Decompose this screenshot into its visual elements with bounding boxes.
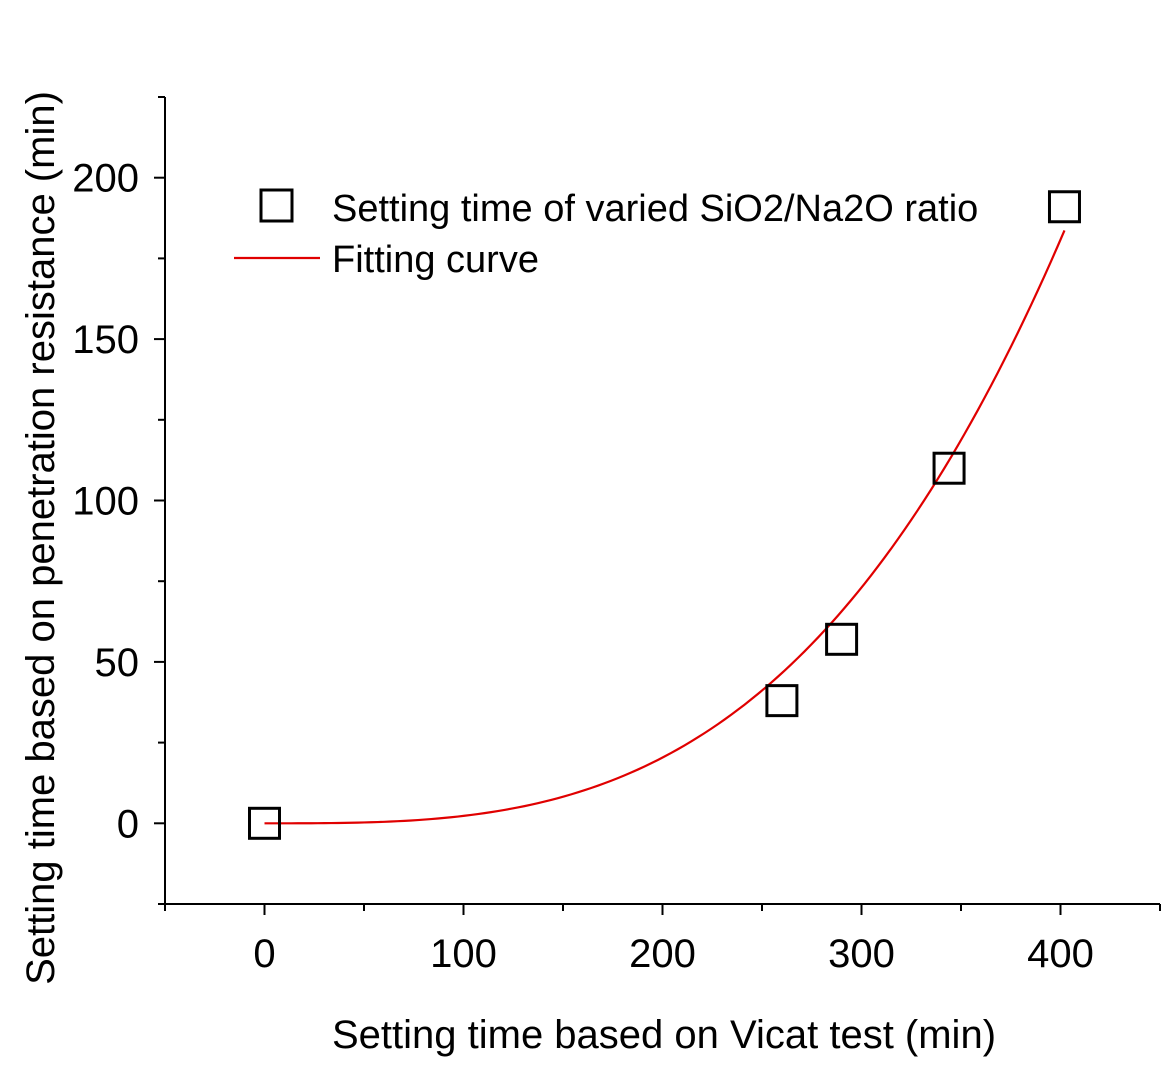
x-axis-title: Setting time based on Vicat test (min) (332, 1013, 996, 1057)
data-point-square (932, 451, 966, 485)
data-point-square (1047, 190, 1081, 224)
legend-marker-square (259, 188, 294, 223)
fitting-curve-group (264, 230, 1066, 825)
ticks-group: 0 100 200 300 400 0 50 100 150 200 (72, 96, 1161, 976)
data-point-square (825, 622, 859, 656)
y-tick-label: 50 (95, 641, 140, 685)
y-axis-title: Setting time based on penetration resist… (19, 91, 63, 985)
x-tick-label: 0 (253, 932, 275, 976)
data-points-group (248, 190, 1081, 840)
fitting-curve-line (264, 230, 1066, 825)
y-tick-label: 0 (117, 802, 139, 846)
data-point-square (765, 684, 799, 718)
x-tick-label: 100 (430, 932, 497, 976)
legend-label-fit: Fitting curve (332, 239, 539, 281)
x-tick-label: 200 (629, 932, 696, 976)
x-tick-label: 300 (828, 932, 895, 976)
legend: Setting time of varied SiO2/Na2O ratio F… (234, 188, 978, 281)
y-tick-label: 200 (72, 157, 139, 201)
x-tick-label: 400 (1027, 932, 1094, 976)
y-tick-label: 150 (72, 318, 139, 362)
y-tick-label: 100 (72, 480, 139, 524)
data-point-square (248, 806, 281, 840)
legend-label-scatter: Setting time of varied SiO2/Na2O ratio (332, 188, 978, 230)
